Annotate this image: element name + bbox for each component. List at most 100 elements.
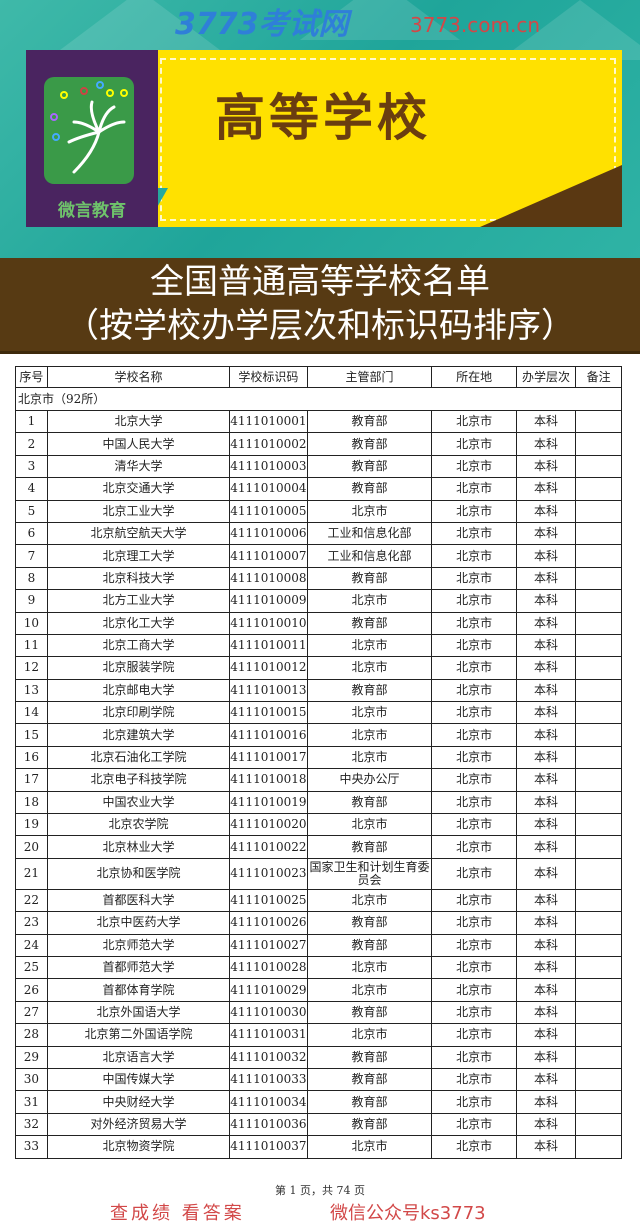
header-col-location: 所在地: [431, 366, 517, 388]
col-level-cell: 本科: [515, 566, 577, 591]
col-location-cell: 北京市: [431, 933, 517, 957]
table-row: 3 清华大学 4111010003 教育部 北京市 本科: [15, 454, 622, 479]
col-note-cell: [575, 790, 622, 815]
table-row: 14 北京印刷学院 4111010015 北京市 北京市 本科: [15, 701, 622, 725]
col-index-cell: 11: [15, 633, 48, 658]
col-department-cell: 教育部: [306, 432, 433, 456]
col-department-cell: 教育部: [306, 611, 433, 635]
col-code-cell: 4111010036: [229, 1112, 308, 1137]
col-index-cell: 10: [15, 611, 48, 635]
col-department-cell: 北京市: [306, 1135, 433, 1159]
col-name-cell: 北京物资学院: [46, 1135, 231, 1159]
col-name-cell: 北京第二外国语学院: [46, 1023, 231, 1047]
col-note-cell: [575, 454, 622, 479]
col-location-cell: 北京市: [431, 409, 517, 434]
col-code-cell: 4111010027: [229, 933, 308, 957]
col-department-cell: 北京市: [306, 499, 433, 523]
col-index-cell: 5: [15, 499, 48, 523]
table-row: 25 首都师范大学 4111010028 北京市 北京市 本科: [15, 955, 622, 980]
header-col-name: 学校名称: [46, 366, 231, 388]
col-level-cell: 本科: [515, 589, 577, 613]
title-ribbon: [156, 50, 622, 227]
col-code-cell: 4111010007: [229, 544, 308, 568]
col-name-cell: 北京石油化工学院: [46, 745, 231, 770]
table-row: 20 北京林业大学 4111010022 教育部 北京市 本科: [15, 835, 622, 859]
col-name-cell: 北京化工大学: [46, 611, 231, 635]
col-code-cell: 4111010034: [229, 1090, 308, 1114]
col-index-cell: 20: [15, 835, 48, 859]
col-department-cell: 教育部: [306, 1090, 433, 1114]
table-row: 16 北京石油化工学院 4111010017 北京市 北京市 本科: [15, 745, 622, 770]
col-department-cell: 教育部: [306, 454, 433, 479]
col-code-cell: 4111010030: [229, 1000, 308, 1025]
col-code-cell: 4111010029: [229, 978, 308, 1002]
table-row: 5 北京工业大学 4111010005 北京市 北京市 本科: [15, 499, 622, 523]
col-level-cell: 本科: [515, 745, 577, 770]
col-department-cell: 教育部: [306, 835, 433, 859]
col-department-cell: 教育部: [306, 477, 433, 501]
col-index-cell: 30: [15, 1067, 48, 1092]
col-note-cell: [575, 499, 622, 523]
col-department-cell: 教育部: [306, 1045, 433, 1069]
col-level-cell: 本科: [515, 768, 577, 792]
table-row: 6 北京航空航天大学 4111010006 工业和信息化部 北京市 本科: [15, 521, 622, 546]
col-index-cell: 17: [15, 768, 48, 792]
col-index-cell: 2: [15, 432, 48, 456]
col-location-cell: 北京市: [431, 566, 517, 591]
col-department-cell: 教育部: [306, 911, 433, 935]
col-department-cell: 中央办公厅: [306, 768, 433, 792]
col-level-cell: 本科: [515, 432, 577, 456]
col-name-cell: 首都体育学院: [46, 978, 231, 1002]
col-department-cell: 北京市: [306, 955, 433, 980]
col-name-cell: 首都师范大学: [46, 955, 231, 980]
col-name-cell: 北京建筑大学: [46, 723, 231, 747]
col-code-cell: 4111010015: [229, 701, 308, 725]
col-department-cell: 北京市: [306, 656, 433, 680]
col-location-cell: 北京市: [431, 454, 517, 479]
col-location-cell: 北京市: [431, 857, 517, 890]
col-location-cell: 北京市: [431, 835, 517, 859]
col-name-cell: 北京科技大学: [46, 566, 231, 591]
col-note-cell: [575, 857, 622, 890]
col-index-cell: 24: [15, 933, 48, 957]
col-code-cell: 4111010013: [229, 678, 308, 703]
col-name-cell: 北京印刷学院: [46, 701, 231, 725]
col-index-cell: 23: [15, 911, 48, 935]
col-name-cell: 北京协和医学院: [46, 857, 231, 890]
col-location-cell: 北京市: [431, 1067, 517, 1092]
col-index-cell: 18: [15, 790, 48, 815]
col-department-cell: 教育部: [306, 1112, 433, 1137]
col-note-cell: [575, 768, 622, 792]
col-index-cell: 1: [15, 409, 48, 434]
col-code-cell: 4111010001: [229, 409, 308, 434]
col-note-cell: [575, 1090, 622, 1114]
col-level-cell: 本科: [515, 911, 577, 935]
col-department-cell: 国家卫生和计划生育委员会: [306, 857, 433, 890]
col-code-cell: 4111010031: [229, 1023, 308, 1047]
col-note-cell: [575, 701, 622, 725]
table-row: 32 对外经济贸易大学 4111010036 教育部 北京市 本科: [15, 1112, 622, 1137]
col-name-cell: 北方工业大学: [46, 589, 231, 613]
col-index-cell: 25: [15, 955, 48, 980]
col-level-cell: 本科: [515, 656, 577, 680]
col-department-cell: 北京市: [306, 589, 433, 613]
school-table: 序号 学校名称 学校标识码 主管部门 所在地 办学层次 备注 北京市（92所） 1 北京大学 4…: [15, 366, 622, 1159]
col-department-cell: 工业和信息化部: [306, 544, 433, 568]
table-row: 24 北京师范大学 4111010027 教育部 北京市 本科: [15, 933, 622, 957]
col-location-cell: 北京市: [431, 611, 517, 635]
col-name-cell: 首都医科大学: [46, 888, 231, 913]
col-level-cell: 本科: [515, 1045, 577, 1069]
col-note-cell: [575, 978, 622, 1002]
col-department-cell: 北京市: [306, 978, 433, 1002]
table-row: 23 北京中医药大学 4111010026 教育部 北京市 本科: [15, 911, 622, 935]
col-index-cell: 6: [15, 521, 48, 546]
col-location-cell: 北京市: [431, 1000, 517, 1025]
table-row: 26 首都体育学院 4111010029 北京市 北京市 本科: [15, 978, 622, 1002]
col-code-cell: 4111010006: [229, 521, 308, 546]
col-note-cell: [575, 1135, 622, 1159]
col-level-cell: 本科: [515, 1067, 577, 1092]
col-name-cell: 北京语言大学: [46, 1045, 231, 1069]
col-name-cell: 清华大学: [46, 454, 231, 479]
col-code-cell: 4111010023: [229, 857, 308, 890]
col-index-cell: 29: [15, 1045, 48, 1069]
